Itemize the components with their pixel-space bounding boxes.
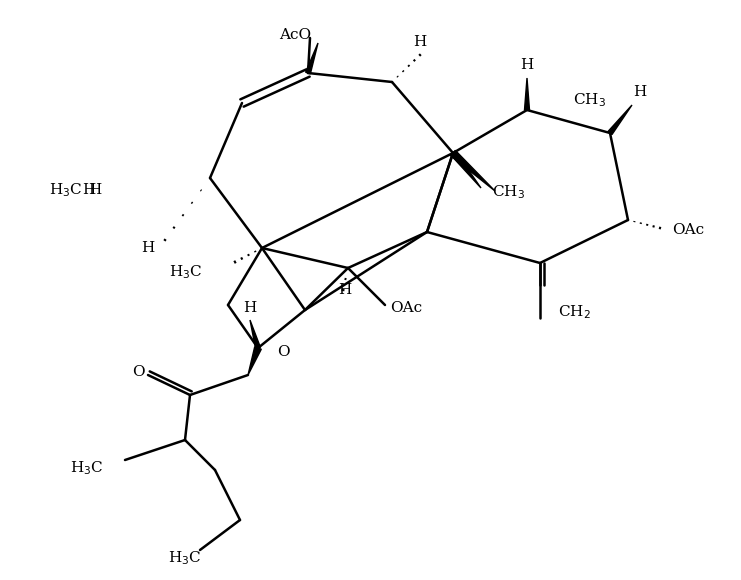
- Text: H: H: [243, 301, 256, 315]
- Text: H$_3$C: H$_3$C: [168, 549, 202, 567]
- Polygon shape: [451, 150, 495, 191]
- Text: H: H: [82, 183, 95, 197]
- Text: O: O: [132, 365, 144, 379]
- Text: H: H: [520, 58, 534, 72]
- Text: H$_3$C: H$_3$C: [49, 181, 82, 199]
- Text: H$_3$C: H$_3$C: [70, 459, 103, 477]
- Text: OAc: OAc: [390, 301, 422, 315]
- Polygon shape: [248, 347, 262, 375]
- Polygon shape: [451, 151, 481, 188]
- Text: H$_3$C: H$_3$C: [168, 263, 202, 281]
- Text: H: H: [142, 241, 155, 255]
- Text: H: H: [88, 183, 102, 197]
- Polygon shape: [608, 105, 632, 135]
- Text: H: H: [634, 85, 647, 99]
- Polygon shape: [250, 320, 260, 349]
- Text: O: O: [276, 345, 289, 359]
- Polygon shape: [305, 43, 318, 74]
- Text: CH$_3$: CH$_3$: [492, 183, 525, 201]
- Text: H: H: [339, 283, 352, 297]
- Polygon shape: [525, 78, 530, 110]
- Text: AcO: AcO: [279, 28, 311, 42]
- Text: H: H: [413, 35, 427, 49]
- Text: CH$_3$: CH$_3$: [573, 91, 606, 109]
- Text: CH$_2$: CH$_2$: [558, 303, 591, 321]
- Text: OAc: OAc: [672, 223, 704, 237]
